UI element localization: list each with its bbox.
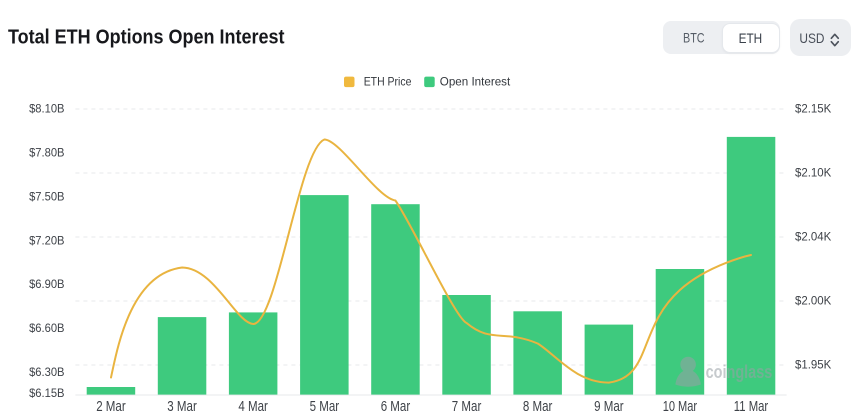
svg-text:3 Mar: 3 Mar — [167, 399, 197, 415]
svg-text:$1.95K: $1.95K — [795, 358, 831, 372]
svg-text:BTC: BTC — [683, 29, 705, 45]
svg-text:10 Mar: 10 Mar — [663, 399, 698, 415]
svg-text:9 Mar: 9 Mar — [594, 399, 624, 415]
svg-text:USD: USD — [799, 30, 824, 46]
svg-text:$7.50B: $7.50B — [29, 189, 65, 203]
svg-text:$7.20B: $7.20B — [29, 233, 65, 247]
svg-text:$6.15B: $6.15B — [29, 386, 65, 400]
svg-text:7 Mar: 7 Mar — [452, 399, 482, 415]
svg-text:$6.90B: $6.90B — [29, 277, 65, 291]
svg-text:$2.10K: $2.10K — [795, 166, 831, 180]
svg-text:$2.00K: $2.00K — [795, 294, 831, 308]
svg-text:Total ETH Options Open Interes: Total ETH Options Open Interest — [8, 27, 285, 49]
svg-text:$2.15K: $2.15K — [795, 102, 831, 116]
svg-text:coinglass: coinglass — [706, 362, 773, 382]
svg-text:Open Interest: Open Interest — [440, 75, 511, 89]
svg-text:$7.80B: $7.80B — [29, 145, 65, 159]
svg-text:$6.60B: $6.60B — [29, 321, 65, 335]
svg-text:4 Mar: 4 Mar — [238, 399, 268, 415]
svg-text:6 Mar: 6 Mar — [381, 399, 411, 415]
svg-text:11 Mar: 11 Mar — [734, 399, 769, 415]
svg-text:5 Mar: 5 Mar — [310, 399, 340, 415]
svg-text:2 Mar: 2 Mar — [96, 399, 126, 415]
svg-text:$6.30B: $6.30B — [29, 365, 65, 379]
svg-text:8 Mar: 8 Mar — [523, 399, 553, 415]
svg-text:ETH Price: ETH Price — [364, 75, 412, 89]
svg-text:ETH: ETH — [739, 30, 763, 46]
svg-text:$8.10B: $8.10B — [29, 102, 65, 116]
svg-text:$2.04K: $2.04K — [795, 230, 831, 244]
